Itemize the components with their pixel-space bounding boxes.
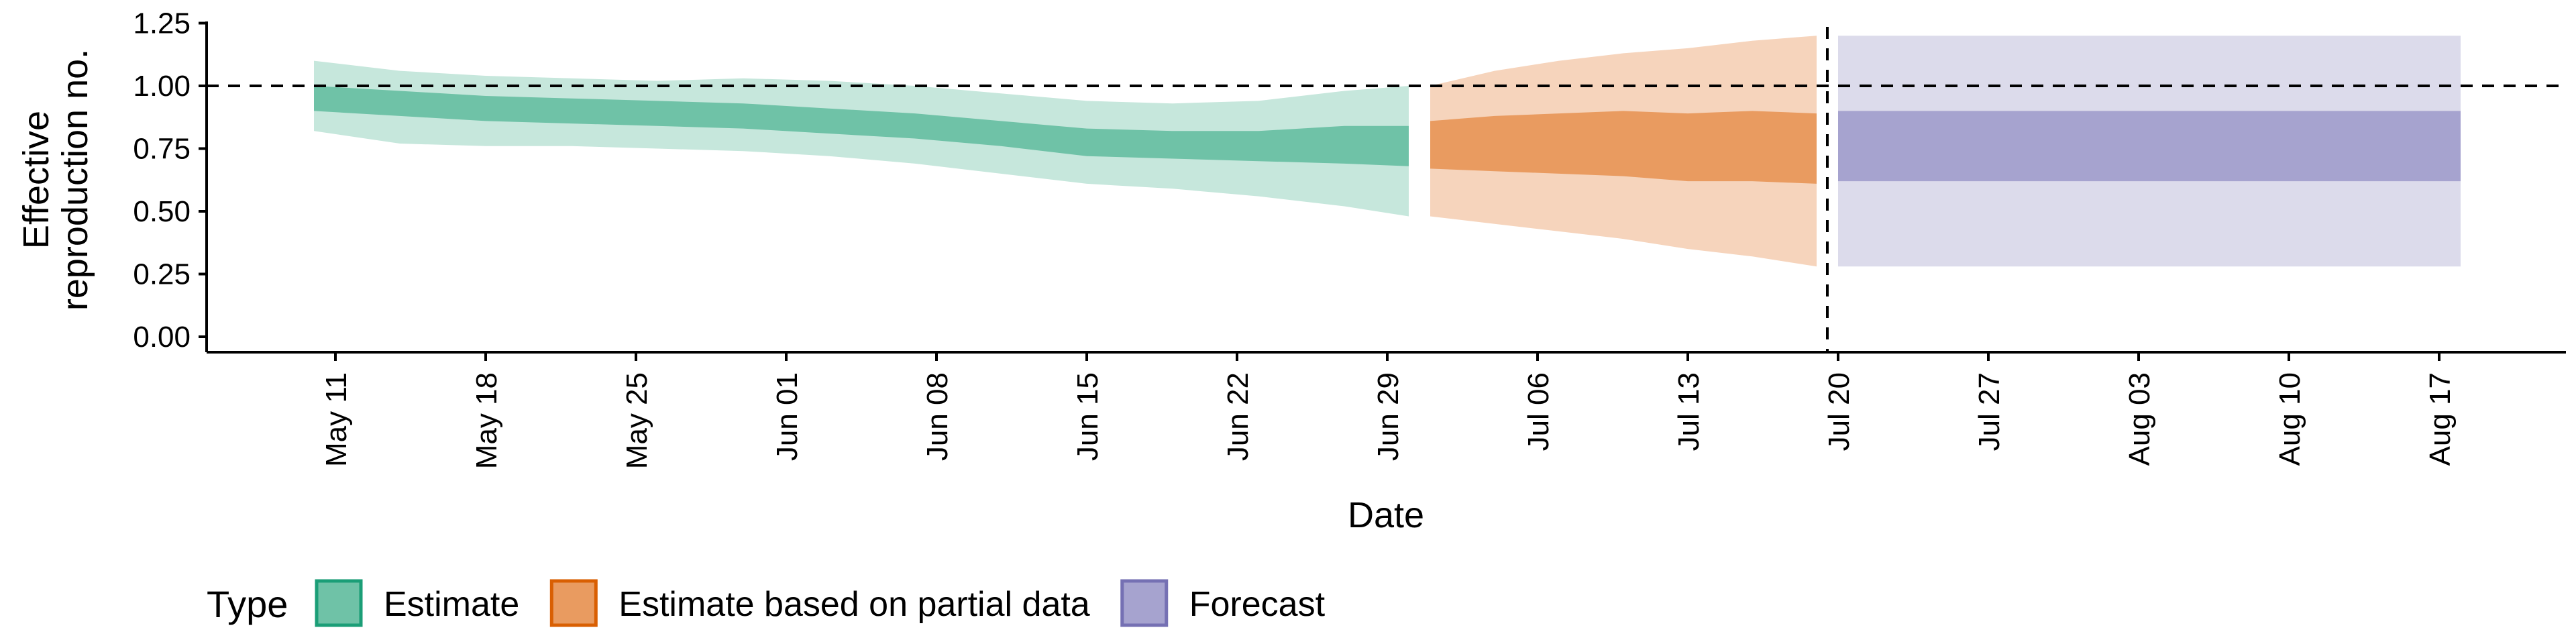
x-tick-label: Jul 20 xyxy=(1823,372,1856,451)
y-tick-label: 1.25 xyxy=(133,7,191,40)
y-axis-title-line-1: Effective xyxy=(16,111,56,249)
forecast-inner-band xyxy=(1838,111,2461,182)
y-tick-label: 1.00 xyxy=(133,70,191,103)
x-tick-label: May 11 xyxy=(320,372,353,467)
legend-key-estimate xyxy=(315,579,363,627)
legend-label-estimate: Estimate xyxy=(384,585,519,624)
x-tick-label: Aug 03 xyxy=(2123,372,2156,466)
x-tick-label: Aug 10 xyxy=(2273,372,2306,466)
x-tick-label: May 25 xyxy=(621,372,653,469)
x-tick-label: Aug 17 xyxy=(2424,372,2457,466)
x-tick-label: Jun 29 xyxy=(1372,372,1405,461)
y-axis: 0.00 0.25 0.50 0.75 1.00 1.25 xyxy=(133,7,208,354)
y-axis-title-line-2: reproduction no. xyxy=(55,49,95,311)
x-tick-label: Jul 27 xyxy=(1973,372,2006,451)
legend-title: Type xyxy=(207,583,288,625)
y-tick-label: 0.75 xyxy=(133,133,191,166)
x-tick-label: Jun 08 xyxy=(921,372,954,461)
ribbon-layer xyxy=(314,36,2461,267)
legend: Type Estimate Estimate based on partial d… xyxy=(207,579,1326,627)
x-tick-label: Jul 13 xyxy=(1672,372,1705,451)
estimate-based-on-partial-data-inner-band xyxy=(1430,111,1817,184)
y-tick-label: 0.25 xyxy=(133,258,191,291)
x-tick-label: Jun 22 xyxy=(1222,372,1254,461)
x-axis-title: Date xyxy=(1348,495,1424,535)
legend-key-estimate-based-on-partial-data xyxy=(549,579,598,627)
x-axis: May 11 May 18 May 25 Jun 01 Jun 08 Jun 15 Jun … xyxy=(207,351,2566,469)
y-tick-label: 0.00 xyxy=(133,321,191,354)
legend-label-estimate-based-on-partial-data: Estimate based on partial data xyxy=(619,585,1090,624)
x-tick-label: Jun 01 xyxy=(771,372,804,461)
y-tick-label: 0.50 xyxy=(133,195,191,228)
x-tick-label: Jul 06 xyxy=(1522,372,1555,451)
legend-label-forecast: Forecast xyxy=(1189,585,1326,624)
x-tick-label: Jun 15 xyxy=(1071,372,1104,461)
estimate-inner-band xyxy=(314,86,1409,166)
legend-key-forecast xyxy=(1120,579,1169,627)
x-tick-label: May 18 xyxy=(470,372,503,469)
